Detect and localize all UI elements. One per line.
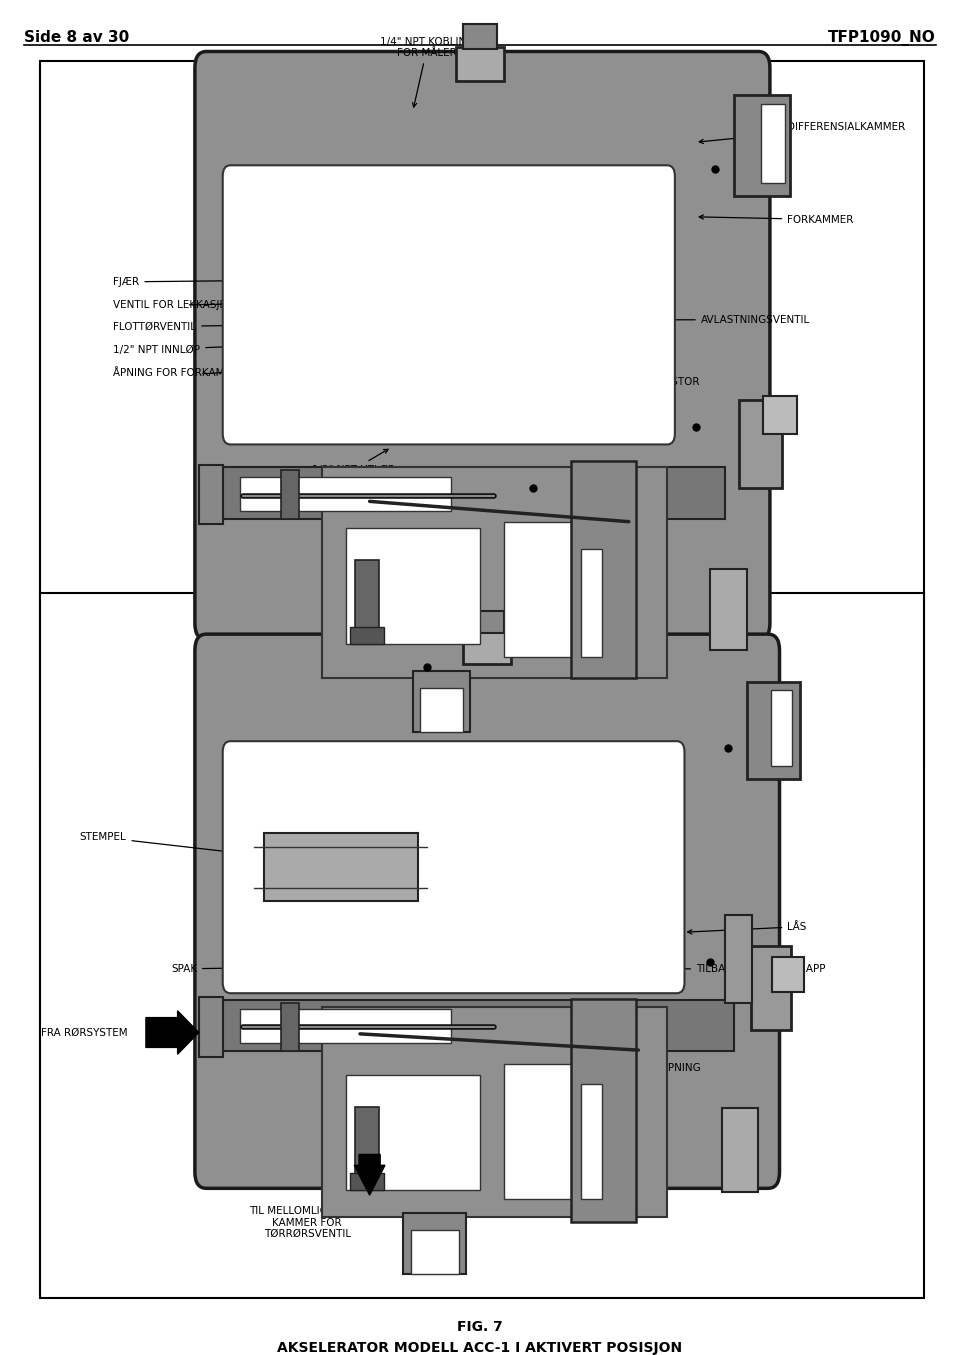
FancyBboxPatch shape (195, 634, 780, 1188)
Text: FLOTTØRVENTIL: FLOTTØRVENTIL (113, 321, 253, 332)
Text: FINMASKEDE FILTER: FINMASKEDE FILTER (307, 171, 430, 184)
Text: EKSHAUSTOR: EKSHAUSTOR (629, 377, 699, 388)
Text: AKSELERATOR MODELL ACC-1 I SATT STILLING: AKSELERATOR MODELL ACC-1 I SATT STILLING (299, 809, 661, 822)
Text: DIFFERENSIALKAMMER: DIFFERENSIALKAMMER (699, 122, 905, 144)
Bar (40, 593, 924, 1298)
Text: FIG. 6: FIG. 6 (457, 787, 503, 801)
Bar (413, 671, 470, 732)
Bar (747, 682, 800, 779)
Bar (763, 396, 797, 434)
Bar (571, 999, 636, 1222)
Bar (403, 1213, 466, 1274)
Text: AKSELERATOR MODELL ACC-1 I AKTIVERT POSISJON: AKSELERATOR MODELL ACC-1 I AKTIVERT POSI… (277, 1341, 683, 1355)
Text: FJÆR: FJÆR (113, 276, 255, 287)
Text: UTLØPSKAMMER: UTLØPSKAMMER (513, 434, 628, 444)
Bar (504, 522, 619, 657)
Bar (350, 1173, 384, 1190)
Bar (581, 549, 602, 657)
Bar (346, 1075, 480, 1190)
Bar (761, 104, 785, 183)
Bar (725, 915, 752, 1003)
Text: Side 8 av 30: Side 8 av 30 (24, 30, 130, 45)
Bar (464, 631, 512, 664)
Bar (281, 470, 299, 519)
Bar (346, 528, 480, 644)
Bar (771, 690, 792, 766)
Bar (211, 467, 725, 519)
FancyArrow shape (354, 1154, 385, 1195)
Bar (264, 833, 418, 901)
FancyBboxPatch shape (223, 165, 675, 444)
Bar (420, 688, 463, 732)
Bar (504, 1064, 619, 1199)
Bar (240, 1009, 451, 1043)
Bar (571, 461, 636, 678)
FancyBboxPatch shape (223, 741, 684, 993)
Bar (734, 95, 790, 196)
Text: VENTIL FOR LEKKASJESTOPP: VENTIL FOR LEKKASJESTOPP (113, 299, 260, 310)
Bar (751, 946, 791, 1030)
Text: TIL MELLOMLIGGENDE
KAMMER FOR
TØRRØRSVENTIL: TIL MELLOMLIGGENDE KAMMER FOR TØRRØRSVEN… (250, 1157, 367, 1240)
Text: AVLASTNINGSÅPNING: AVLASTNINGSÅPNING (548, 1056, 701, 1073)
Text: AVLASTNINGSVENTIL: AVLASTNINGSVENTIL (637, 314, 810, 325)
Bar (456, 47, 504, 81)
Bar (281, 1003, 299, 1051)
Bar (240, 477, 451, 511)
Bar (355, 1107, 379, 1182)
Bar (199, 465, 223, 524)
FancyArrow shape (146, 1011, 199, 1054)
Bar (722, 1108, 758, 1192)
Text: TFP1090_NO: TFP1090_NO (828, 30, 936, 46)
Text: INNLØPSKAMMER: INNLØPSKAMMER (248, 434, 349, 444)
Text: LÅS: LÅS (687, 921, 806, 934)
Text: 1/2" NPT UTLØP: 1/2" NPT UTLØP (312, 450, 395, 474)
Text: STEMPEL: STEMPEL (80, 832, 241, 855)
Text: FIG. 7: FIG. 7 (457, 1320, 503, 1333)
Bar (40, 61, 924, 766)
Bar (772, 957, 804, 992)
Bar (581, 1084, 602, 1199)
Bar (463, 24, 497, 49)
Bar (322, 1007, 667, 1217)
Text: SPAK: SPAK (171, 963, 275, 974)
Bar (739, 400, 782, 488)
Bar (211, 1000, 734, 1051)
Bar (350, 627, 384, 644)
Bar (411, 1230, 459, 1274)
Text: TILBAKESTILLINGSKNAPP: TILBAKESTILLINGSKNAPP (652, 963, 826, 974)
Bar (710, 569, 747, 650)
Bar (470, 611, 505, 633)
Text: 1/2" NPT INNLØP: 1/2" NPT INNLØP (113, 344, 253, 355)
Text: 1/4" NPT KOBLING
FOR MÅLER: 1/4" NPT KOBLING FOR MÅLER (380, 37, 474, 107)
FancyBboxPatch shape (195, 51, 770, 640)
Bar (355, 560, 379, 634)
Text: FORKAMMER: FORKAMMER (699, 214, 853, 225)
Text: FRA RØRSYSTEM: FRA RØRSYSTEM (41, 1027, 128, 1038)
Text: ÅPNING FOR FORKAMMERINNLØP: ÅPNING FOR FORKAMMERINNLØP (113, 367, 286, 379)
Bar (199, 997, 223, 1057)
Bar (322, 467, 667, 678)
